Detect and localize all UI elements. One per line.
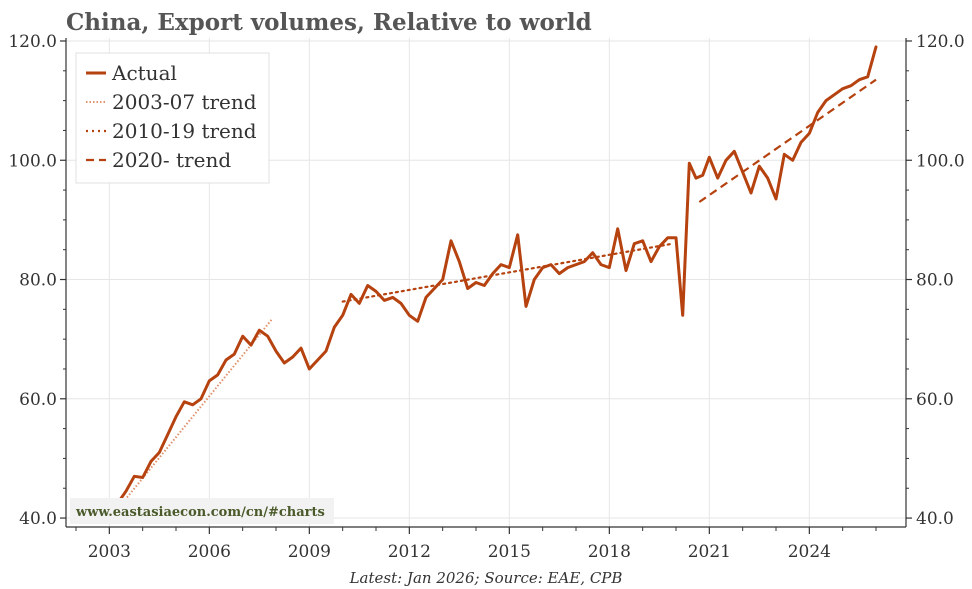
y-tick-label-left: 80.0 (19, 271, 57, 291)
legend-label: 2003-07 trend (112, 90, 257, 114)
series-line-2010-19-trend (341, 242, 674, 303)
legend: Actual 2003-07 trend 2010-19 trend 2020- tr… (75, 52, 270, 184)
y-tick-label-right: 80.0 (916, 271, 954, 291)
y-tick-label-left: 40.0 (19, 509, 57, 529)
y-tick-label-left: 100.0 (8, 151, 57, 171)
series-line-actual (107, 45, 878, 517)
x-tick-label: 2012 (388, 542, 431, 562)
watermark-box (70, 498, 334, 524)
source-note: Latest: Jan 2026; Source: EAE, CPB (349, 569, 623, 587)
chart-title: China, Export volumes, Relative to world (66, 9, 592, 36)
y-tick-label-right: 120.0 (916, 32, 965, 52)
watermark: www.eastasiaecon.com/cn/#charts (70, 498, 334, 524)
y-tick-label-right: 40.0 (916, 509, 954, 529)
x-tick-label: 2021 (688, 542, 731, 562)
x-tick-label: 2003 (88, 542, 131, 562)
watermark-text: www.eastasiaecon.com/cn/#charts (75, 505, 325, 520)
x-tick-label: 2024 (788, 542, 831, 562)
legend-box (75, 52, 270, 184)
x-tick-label: 2015 (488, 542, 531, 562)
x-tick-label: 2018 (588, 542, 631, 562)
y-tick-label-left: 60.0 (19, 390, 57, 410)
y-tick-label-right: 100.0 (916, 151, 965, 171)
legend-label: 2020- trend (112, 148, 231, 172)
grid (66, 38, 906, 527)
y-tick-label-left: 120.0 (8, 32, 57, 52)
x-tick-label: 2009 (288, 542, 331, 562)
y-tick-label-right: 60.0 (916, 390, 954, 410)
x-tick-label: 2006 (188, 542, 231, 562)
legend-label: 2010-19 trend (112, 119, 257, 143)
axes: 40.0 40.0 60.0 60.0 80.0 80.0 100.0 100.0 120.0 1… (8, 32, 964, 562)
series (107, 45, 878, 520)
series-line-2020-trend (698, 78, 877, 203)
series-line-2003-07-trend (108, 317, 274, 520)
legend-label: Actual (111, 61, 177, 85)
